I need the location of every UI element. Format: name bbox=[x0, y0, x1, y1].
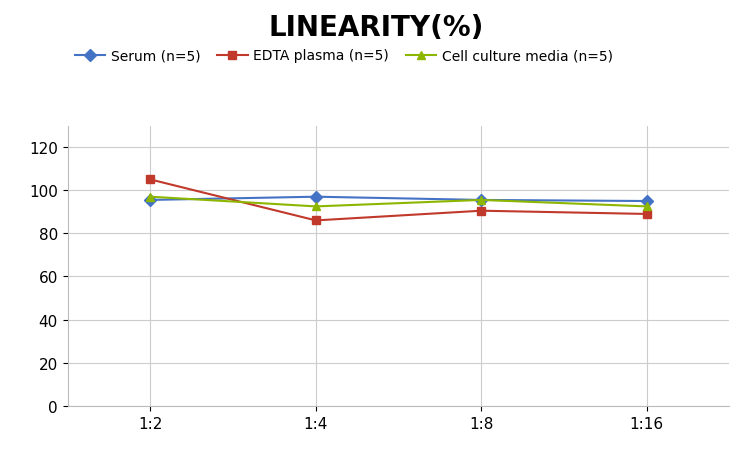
Cell culture media (n=5) bbox=[477, 198, 486, 203]
Text: LINEARITY(%): LINEARITY(%) bbox=[268, 14, 484, 41]
Serum (n=5) bbox=[146, 198, 155, 203]
Legend: Serum (n=5), EDTA plasma (n=5), Cell culture media (n=5): Serum (n=5), EDTA plasma (n=5), Cell cul… bbox=[74, 49, 613, 63]
Line: EDTA plasma (n=5): EDTA plasma (n=5) bbox=[146, 176, 651, 225]
EDTA plasma (n=5) bbox=[146, 177, 155, 183]
Cell culture media (n=5) bbox=[642, 204, 651, 210]
Cell culture media (n=5) bbox=[311, 204, 320, 210]
Cell culture media (n=5) bbox=[146, 194, 155, 200]
Serum (n=5) bbox=[477, 198, 486, 203]
EDTA plasma (n=5) bbox=[311, 218, 320, 224]
EDTA plasma (n=5) bbox=[477, 208, 486, 214]
Line: Serum (n=5): Serum (n=5) bbox=[146, 193, 651, 206]
Serum (n=5) bbox=[311, 194, 320, 200]
Serum (n=5) bbox=[642, 199, 651, 204]
EDTA plasma (n=5) bbox=[642, 212, 651, 217]
Line: Cell culture media (n=5): Cell culture media (n=5) bbox=[146, 193, 651, 211]
